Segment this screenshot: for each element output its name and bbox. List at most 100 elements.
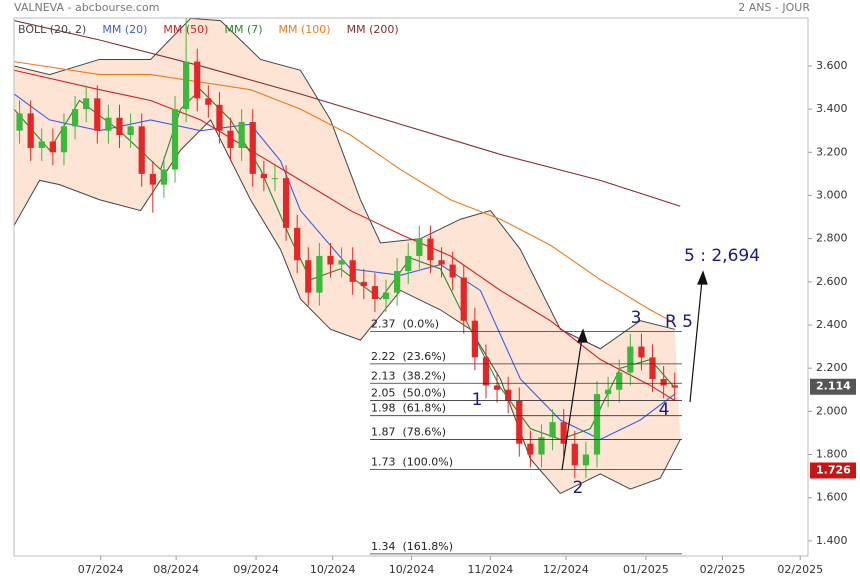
candle-body [405, 255, 412, 272]
y-tick-label: 1.400 [816, 534, 848, 547]
annotation: 5 : 2,694 [684, 246, 760, 266]
x-tick-label: 09/2024 [233, 563, 279, 576]
moving-average [14, 61, 671, 322]
candle-body [171, 109, 179, 170]
candle-body [205, 98, 212, 105]
candle-body [327, 255, 334, 265]
moving-average [14, 20, 681, 207]
bollinger-fill [14, 18, 681, 494]
arrow-line [689, 279, 703, 403]
x-tick-label: 10/2024 [310, 563, 356, 576]
candle-body [216, 104, 223, 131]
x-tick-label: 12/2024 [543, 563, 589, 576]
candles-layer [16, 18, 678, 479]
candle-body [438, 260, 445, 265]
y-tick-label: 2.200 [816, 361, 848, 374]
candle-body [160, 169, 168, 185]
price-tag [810, 378, 856, 395]
candle-body [493, 385, 501, 390]
candle-body [71, 109, 79, 127]
candle-body [360, 281, 367, 287]
y-tick-label: 2.800 [816, 232, 848, 245]
legend-entry: MM (20) [102, 23, 147, 36]
legend-entry: MM (7) [224, 23, 262, 36]
y-tick-label: 2.600 [816, 275, 848, 288]
y-tick-label: 3.600 [816, 59, 848, 72]
candle-body [516, 400, 523, 444]
candle-body [449, 264, 456, 278]
price-tag-label: 2.114 [816, 380, 851, 393]
candle-body [338, 260, 345, 265]
y-tick-label: 1.800 [816, 448, 848, 461]
candle-body [271, 178, 279, 180]
candle-body [260, 173, 267, 179]
candle-body [471, 320, 478, 358]
x-tick-label: 02/2025 [700, 563, 746, 576]
candle-body [194, 61, 201, 99]
legend-entry: MM (200) [347, 23, 399, 36]
candle-body [394, 271, 401, 293]
legend-entry: BOLL (20, 2) [18, 23, 86, 36]
bollinger-upper [14, 18, 675, 350]
candle-body [505, 389, 512, 401]
annotation: 1 [472, 390, 483, 410]
candle-body [460, 277, 467, 321]
plot-frame [13, 17, 809, 557]
fib-label: 1.34 (161.8%) [371, 540, 453, 553]
arrows [561, 270, 708, 471]
y-tick-label: 3.200 [816, 145, 848, 158]
y-tick-label: 3.400 [816, 102, 848, 115]
price-tag-label: 1.726 [816, 464, 851, 477]
candle-body [671, 385, 678, 388]
candle-body [660, 378, 667, 386]
annotation: R 5 [665, 312, 693, 332]
fib-label: 1.87 (78.6%) [371, 425, 446, 438]
legend: BOLL (20, 2) MM (20) MM (50) MM (7) MM (100)… [18, 23, 399, 36]
candle-body [105, 117, 112, 131]
candle-body [83, 98, 90, 110]
fib-label: 2.13 (38.2%) [371, 369, 446, 382]
annotation: 4 [659, 400, 670, 420]
candle-body [27, 113, 34, 148]
annotation: 2 [573, 478, 584, 498]
fib-label: 1.98 (61.8%) [371, 402, 446, 415]
candle-body [382, 292, 390, 300]
moving-average [14, 69, 676, 402]
candle-body [305, 260, 312, 293]
arrow-head [577, 328, 588, 343]
candle-body [527, 443, 534, 455]
x-tick-label: 08/2024 [153, 563, 199, 576]
candle-body [49, 141, 56, 153]
x-tick-label: 02/2025 [777, 563, 823, 576]
y-tick-label: 2.400 [816, 318, 848, 331]
candle-body [227, 130, 234, 148]
candle-body [538, 437, 545, 455]
candle-body [38, 141, 45, 148]
legend-entry: MM (100) [279, 23, 331, 36]
candle-body [571, 443, 578, 466]
candle-body [294, 227, 301, 261]
candle-body [638, 346, 645, 358]
candle-body [427, 238, 434, 261]
fib-label: 2.37 (0.0%) [371, 317, 439, 330]
fib-label: 2.22 (23.6%) [371, 350, 446, 363]
candle-body [282, 178, 290, 228]
candle-body [605, 389, 612, 395]
x-tick-label: 10/2024 [389, 563, 435, 576]
bollinger-layer [14, 18, 681, 495]
x-tick-label: 07/2024 [78, 563, 124, 576]
y-tick-label: 1.600 [816, 491, 848, 504]
candle-body [371, 286, 379, 300]
candle-body [616, 372, 623, 390]
candle-body [482, 357, 490, 386]
arrow-head [697, 270, 708, 285]
annotation: 3 [631, 308, 642, 328]
candle-body [138, 126, 145, 174]
fib-layer: 2.37 (0.0%) 2.22 (23.6%) 2.13 (38.2%) 2.05 … [370, 317, 682, 555]
y-tick-label: 3.000 [816, 188, 848, 201]
legend-entry: MM (50) [163, 23, 208, 36]
bollinger-lower [14, 119, 681, 495]
fib-label: 2.05 (50.0%) [371, 387, 446, 400]
arrow-line [561, 337, 583, 471]
candle-body [16, 113, 23, 131]
